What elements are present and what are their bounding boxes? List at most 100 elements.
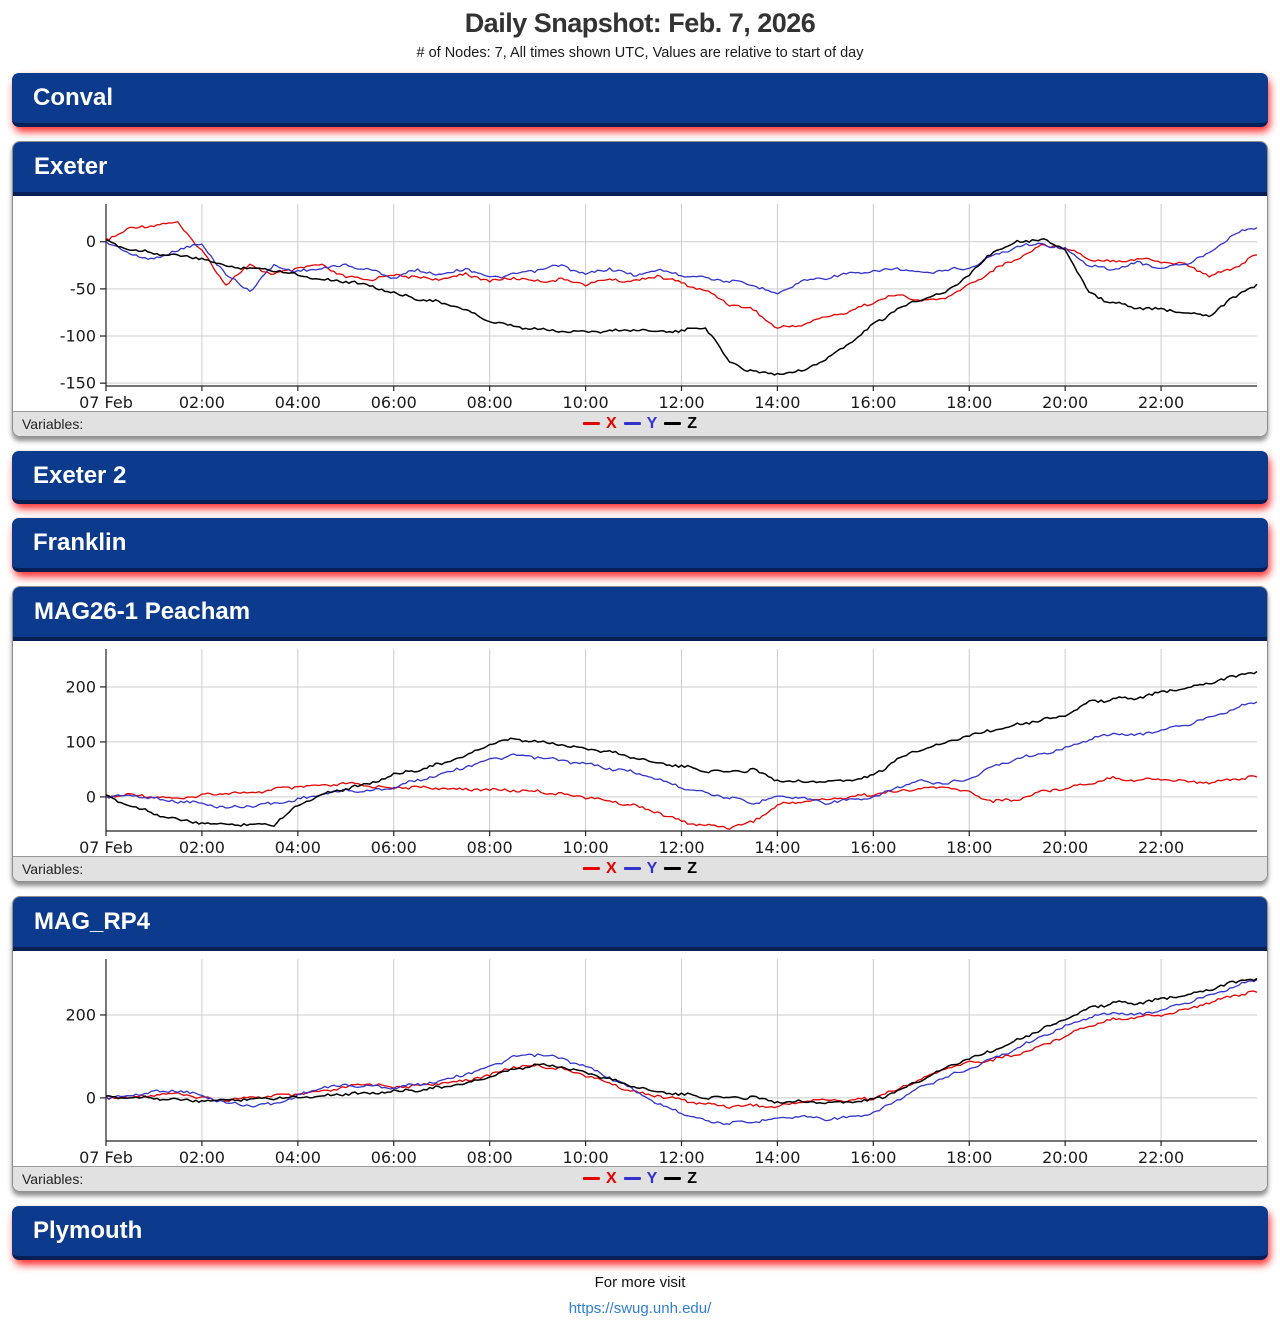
node-panel-franklin: Franklin	[12, 518, 1268, 573]
legend-dash-icon	[582, 1177, 600, 1181]
x-tick-label: 12:00	[658, 1148, 704, 1166]
x-tick-label: 14:00	[754, 393, 800, 411]
legend-dash-icon	[664, 422, 682, 426]
panel-title-conval: Conval	[33, 84, 114, 111]
page-footer: For more visit https://swug.unh.edu/	[0, 1274, 1280, 1336]
x-tick-label: 07 Feb	[79, 393, 133, 411]
x-tick-label: 18:00	[946, 393, 992, 411]
legend-dash-icon	[664, 1177, 682, 1181]
x-tick-label: 16:00	[850, 838, 896, 856]
x-tick-label: 20:00	[1042, 1148, 1088, 1166]
panel-title-franklin: Franklin	[33, 529, 127, 557]
x-tick-label: 18:00	[946, 838, 992, 856]
legend-dash-icon	[623, 422, 641, 426]
node-panel-exeter: Exeter 07 Feb 02:00 04:00 06:00 08:00 10:00 12…	[12, 140, 1268, 437]
panel-header-mag26-1-peacham[interactable]: MAG26-1 Peacham	[13, 587, 1267, 641]
series-z	[105, 670, 1258, 827]
panel-header-exeter[interactable]: Exeter	[13, 141, 1267, 196]
series-z	[105, 977, 1258, 1105]
variables-label: Variables:	[22, 1170, 84, 1187]
node-panel-mag26-1-peacham: MAG26-1 Peacham 07 Feb 02:00 04:00 06:00 08:…	[12, 586, 1268, 882]
y-tick-label: 200	[65, 677, 96, 696]
legend-dash-icon	[582, 867, 600, 871]
panel-header-exeter-2[interactable]: Exeter 2	[12, 450, 1268, 505]
legend-item-x: X	[582, 414, 617, 432]
line-chart-mag-rp4: 07 Feb 02:00 04:00 06:00 08:00 10:00 12:00 14:0…	[65, 958, 1258, 1166]
x-tick-label: 20:00	[1042, 838, 1088, 856]
x-tick-label: 16:00	[850, 393, 896, 411]
panel-header-conval[interactable]: Conval	[12, 73, 1268, 127]
variables-bar: Variables: X Y Z	[13, 855, 1267, 881]
node-panel-plymouth: Plymouth	[12, 1205, 1268, 1260]
legend: X Y Z	[582, 414, 698, 432]
x-tick-label: 06:00	[371, 1148, 417, 1166]
node-panel-conval: Conval	[12, 73, 1268, 127]
swug-link[interactable]: https://swug.unh.edu/	[568, 1299, 712, 1317]
y-tick-label: -50	[70, 279, 96, 298]
chart-area-mag-rp4: 07 Feb 02:00 04:00 06:00 08:00 10:00 12:00 14:0…	[13, 950, 1267, 1166]
x-tick-label: 22:00	[1138, 838, 1184, 856]
legend-letter: Y	[646, 1169, 658, 1187]
variables-bar: Variables: X Y Z	[13, 410, 1267, 436]
legend-item-x: X	[582, 1169, 617, 1187]
legend-dash-icon	[623, 867, 641, 871]
legend: X Y Z	[582, 859, 698, 877]
page-header: Daily Snapshot: Feb. 7, 2026 # of Nodes:…	[0, 8, 1280, 61]
series-z	[105, 237, 1258, 376]
legend-item-z: Z	[664, 414, 698, 432]
node-panel-mag-rp4: MAG_RP4 07 Feb 02:00 04:00 06:00 08:00 10:00 1…	[12, 895, 1268, 1192]
x-tick-label: 10:00	[563, 1148, 609, 1166]
legend-letter: X	[605, 414, 617, 432]
legend-letter: Z	[687, 1169, 698, 1187]
panel-title-mag-rp4: MAG_RP4	[34, 907, 151, 935]
panel-header-mag-rp4[interactable]: MAG_RP4	[13, 896, 1267, 951]
legend-letter: X	[605, 859, 617, 877]
panel-body: 07 Feb 02:00 04:00 06:00 08:00 10:00 12:00 14:0…	[13, 640, 1267, 881]
x-tick-label: 04:00	[275, 838, 321, 856]
x-tick-label: 02:00	[179, 393, 225, 411]
x-tick-label: 04:00	[275, 1148, 321, 1166]
node-panels-container: Conval Exeter 07 Feb 02:00 04:00 06:00 08:00…	[12, 73, 1268, 1260]
x-tick-label: 06:00	[371, 838, 417, 856]
legend: X Y Z	[582, 1169, 698, 1187]
line-chart-mag26-1-peacham: 07 Feb 02:00 04:00 06:00 08:00 10:00 12:00 14:0…	[65, 648, 1258, 856]
x-tick-label: 14:00	[754, 1148, 800, 1166]
panel-title-exeter: Exeter	[34, 152, 108, 180]
x-tick-label: 07 Feb	[79, 1148, 133, 1166]
x-tick-label: 14:00	[754, 838, 800, 856]
x-tick-label: 22:00	[1138, 1148, 1184, 1166]
legend-item-z: Z	[664, 1169, 698, 1187]
x-tick-label: 16:00	[850, 1148, 896, 1166]
chart-area-exeter: 07 Feb 02:00 04:00 06:00 08:00 10:00 12:00 14:0…	[13, 195, 1267, 411]
footer-text: For more visit	[594, 1273, 686, 1291]
legend-letter: Z	[687, 859, 698, 877]
x-tick-label: 12:00	[658, 393, 704, 411]
line-chart-exeter: 07 Feb 02:00 04:00 06:00 08:00 10:00 12:00 14:0…	[60, 203, 1258, 411]
page-subtitle: # of Nodes: 7, All times shown UTC, Valu…	[416, 45, 864, 61]
panel-body: 07 Feb 02:00 04:00 06:00 08:00 10:00 12:00 14:0…	[13, 195, 1267, 436]
panel-title-exeter-2: Exeter 2	[33, 461, 127, 489]
x-tick-label: 02:00	[179, 1148, 225, 1166]
legend-dash-icon	[623, 1177, 641, 1181]
legend-dash-icon	[664, 867, 682, 871]
y-tick-label: 0	[86, 232, 96, 251]
x-tick-label: 04:00	[275, 393, 321, 411]
panel-header-plymouth[interactable]: Plymouth	[12, 1205, 1268, 1260]
x-tick-label: 02:00	[179, 838, 225, 856]
x-tick-label: 20:00	[1042, 393, 1088, 411]
y-tick-label: -100	[60, 326, 96, 345]
x-tick-label: 12:00	[658, 838, 704, 856]
x-tick-label: 07 Feb	[79, 838, 133, 856]
panel-header-franklin[interactable]: Franklin	[12, 518, 1268, 573]
variables-bar: Variables: X Y Z	[13, 1165, 1267, 1191]
y-tick-label: 200	[65, 1005, 96, 1024]
legend-letter: Z	[687, 414, 698, 432]
variables-label: Variables:	[22, 415, 84, 432]
x-tick-label: 10:00	[563, 838, 609, 856]
legend-letter: X	[605, 1169, 617, 1187]
variables-label: Variables:	[22, 860, 84, 877]
legend-item-y: Y	[623, 860, 657, 877]
y-tick-label: -150	[60, 373, 96, 392]
legend-item-y: Y	[623, 415, 657, 432]
node-panel-exeter-2: Exeter 2	[12, 450, 1268, 505]
